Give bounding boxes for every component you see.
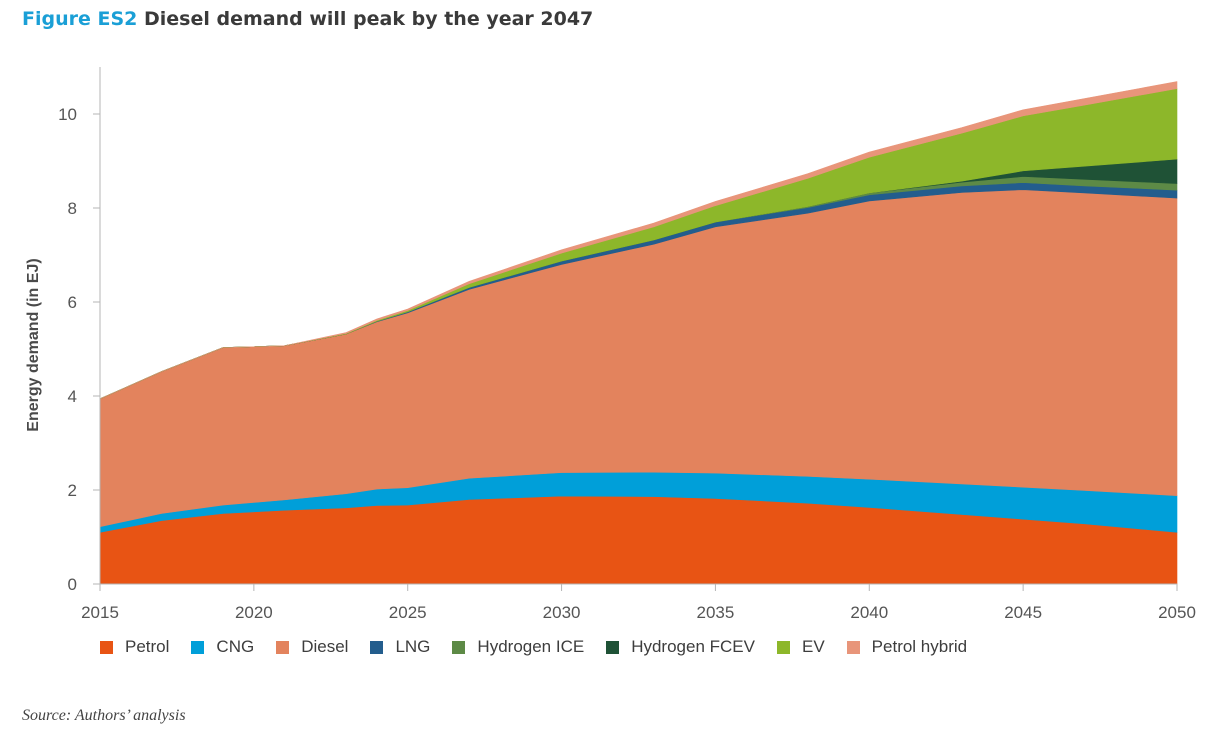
legend-item-petrol-hybrid: Petrol hybrid	[846, 637, 968, 657]
legend-label: CNG	[216, 637, 255, 656]
legend-item-diesel: Diesel	[276, 637, 348, 657]
legend-label: Diesel	[301, 637, 349, 656]
source-note: Source: Authors’ analysis	[22, 707, 186, 724]
y-axis-label: Energy demand (in EJ)	[25, 258, 42, 431]
x-tick-label: 2015	[81, 603, 119, 622]
legend-swatch	[776, 640, 790, 654]
area-petrol-hybrid	[99, 81, 1178, 400]
legend-label: EV	[801, 637, 825, 656]
area-layer	[99, 81, 1178, 585]
legend-swatch	[191, 640, 205, 654]
x-tick-label: 2050	[1158, 603, 1196, 622]
y-tick-label: 2	[68, 481, 77, 500]
figure-title: Figure ES2 Diesel demand will peak by th…	[22, 8, 593, 30]
legend-swatch	[452, 640, 466, 654]
y-tick-label: 4	[68, 387, 77, 406]
y-tick-label: 10	[58, 105, 77, 124]
x-tick-label: 2030	[543, 603, 581, 622]
x-tick-label: 2020	[235, 603, 273, 622]
x-tick-label: 2025	[389, 603, 427, 622]
x-tick-label: 2035	[697, 603, 735, 622]
x-tick-label: 2040	[850, 603, 888, 622]
legend-swatch	[276, 640, 290, 654]
legend-item-hydrogen-ice: Hydrogen ICE	[452, 637, 584, 657]
x-tick-label: 2045	[1004, 603, 1042, 622]
legend-swatch	[846, 640, 860, 654]
chart-legend: Petrol CNG Diesel LNG Hydrogen ICE Hydrogen F…	[100, 637, 989, 657]
legend-item-petrol: Petrol	[100, 637, 169, 657]
legend-label: Petrol hybrid	[871, 637, 968, 656]
legend-label: Petrol	[125, 637, 170, 656]
legend-label: Hydrogen ICE	[477, 637, 585, 656]
legend-swatch	[100, 640, 113, 654]
axes-layer: 0 2 4 6 8 10 2015 2020 2025 2030 2035 2040 2045 2050	[58, 67, 1196, 622]
legend-item-hydrogen-fcev: Hydrogen FCEV	[606, 637, 755, 657]
legend-label: Hydrogen FCEV	[631, 637, 755, 656]
legend-item-ev: EV	[776, 637, 825, 657]
legend-swatch	[370, 640, 384, 654]
y-tick-label: 8	[68, 199, 77, 218]
legend-label: LNG	[395, 637, 431, 656]
figure-label: Figure ES2	[22, 8, 138, 30]
legend-swatch	[606, 640, 620, 654]
y-tick-label: 0	[68, 575, 77, 594]
y-tick-label: 6	[68, 293, 77, 312]
legend-item-cng: CNG	[191, 637, 254, 657]
legend-item-lng: LNG	[370, 637, 430, 657]
figure-title-text: Diesel demand will peak by the year 2047	[144, 8, 594, 30]
